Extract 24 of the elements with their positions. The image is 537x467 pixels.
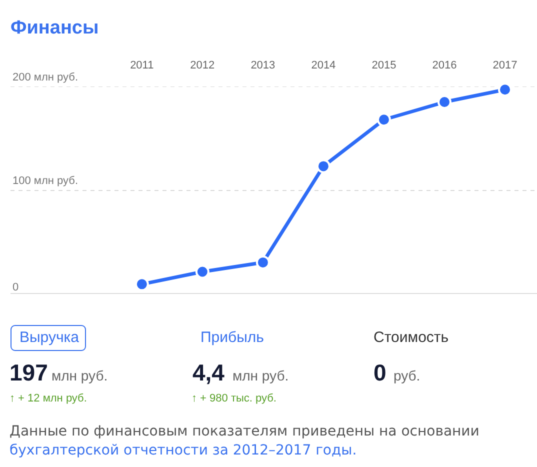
text: 197 [10, 360, 48, 386]
text: ↑ + 12 млн руб. [10, 392, 87, 404]
y-tick-label: 0 [12, 282, 19, 294]
x-tick-label: 2017 [492, 60, 518, 72]
text: бухгалтерской отчетности за 2012–2017 годы. [10, 442, 357, 458]
text: Выручка [20, 329, 80, 346]
y-tick-label: 100 млн руб. [12, 175, 78, 187]
x-tick-label: 2015 [372, 60, 396, 72]
text: руб. [394, 368, 420, 384]
x-tick-label: 2011 [130, 60, 154, 72]
text: Стоимость [374, 329, 449, 346]
x-tick-label: 2012 [190, 60, 215, 72]
text: млн руб. [52, 368, 108, 384]
text: 0 [374, 360, 386, 386]
text: Данные по финансовым показателям приведены на основании [10, 424, 480, 440]
text: ↑ + 980 тыс. руб. [192, 392, 276, 404]
text: Прибыль [200, 329, 264, 346]
y-tick-label: 200 млн руб. [12, 72, 78, 84]
text: 4,4 [192, 360, 225, 386]
x-tick-label: 2013 [250, 60, 276, 72]
text: млн руб. [232, 368, 289, 384]
x-tick-label: 2014 [311, 60, 336, 72]
x-tick-label: 2016 [432, 60, 457, 72]
chart-title: Финансы [10, 18, 99, 38]
